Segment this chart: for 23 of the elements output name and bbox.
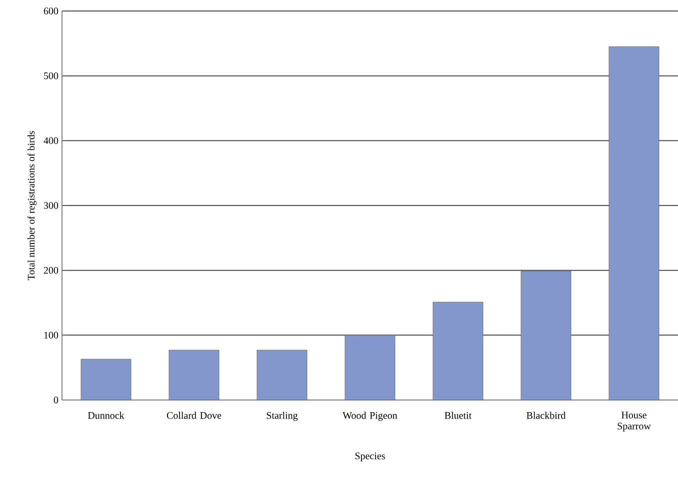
x-tick-label: Collard Dove bbox=[166, 412, 222, 419]
x-tick-label: House Sparrow bbox=[618, 412, 651, 432]
x-tick-label: Wood Pigeon bbox=[342, 412, 398, 421]
x-tick-label: Dunnock bbox=[88, 412, 124, 419]
x-axis-title: Species bbox=[355, 452, 385, 462]
bar bbox=[168, 350, 220, 400]
bar bbox=[344, 334, 396, 400]
y-tick-label: 200 bbox=[44, 266, 58, 274]
bar bbox=[432, 302, 484, 400]
bar bbox=[608, 46, 660, 400]
bar bbox=[520, 270, 572, 400]
y-tick-label: 500 bbox=[44, 72, 58, 80]
y-tick-label: 0 bbox=[54, 396, 58, 404]
y-tick-label: 400 bbox=[44, 137, 58, 144]
y-tick-label: 300 bbox=[44, 202, 58, 209]
bar bbox=[256, 350, 308, 400]
x-tick-label: Blackbird bbox=[526, 412, 566, 419]
y-axis-title: Total number of registrations of birds bbox=[27, 131, 37, 280]
y-tick-label: 100 bbox=[44, 332, 58, 339]
y-tick-label: 600 bbox=[44, 8, 58, 14]
x-tick-label: Starling bbox=[266, 412, 298, 421]
x-tick-label: Bluetit bbox=[444, 412, 472, 419]
bar bbox=[80, 358, 132, 400]
